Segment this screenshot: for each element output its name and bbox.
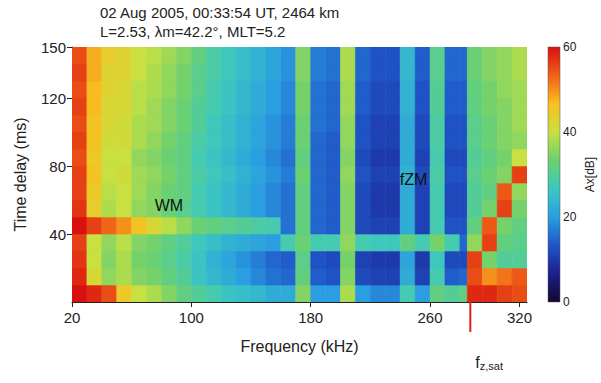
svg-text:L=2.53, λm=42.2°, MLT=5.2: L=2.53, λm=42.2°, MLT=5.2 <box>100 23 285 40</box>
svg-text:Frequency (kHz): Frequency (kHz) <box>240 338 358 355</box>
svg-text:fZM: fZM <box>400 171 428 188</box>
svg-text:WM: WM <box>155 197 183 214</box>
svg-text:Ax[dB]: Ax[dB] <box>583 157 597 192</box>
svg-text:40: 40 <box>563 125 577 139</box>
svg-text:02 Aug 2005, 00:33:54 UT, 2464: 02 Aug 2005, 00:33:54 UT, 2464 km <box>100 4 339 21</box>
svg-text:z,sat: z,sat <box>480 360 503 372</box>
svg-text:260: 260 <box>418 309 443 326</box>
svg-text:150: 150 <box>41 39 66 56</box>
svg-text:100: 100 <box>179 309 204 326</box>
svg-text:f: f <box>475 353 480 371</box>
svg-text:40: 40 <box>49 226 66 243</box>
svg-text:0: 0 <box>563 295 570 309</box>
svg-text:320: 320 <box>507 309 532 326</box>
svg-text:120: 120 <box>41 90 66 107</box>
svg-text:Time delay (ms): Time delay (ms) <box>12 117 29 231</box>
svg-text:60: 60 <box>563 40 577 54</box>
svg-text:20: 20 <box>563 210 577 224</box>
svg-text:180: 180 <box>298 309 323 326</box>
svg-text:20: 20 <box>64 309 81 326</box>
svg-text:80: 80 <box>49 158 66 175</box>
